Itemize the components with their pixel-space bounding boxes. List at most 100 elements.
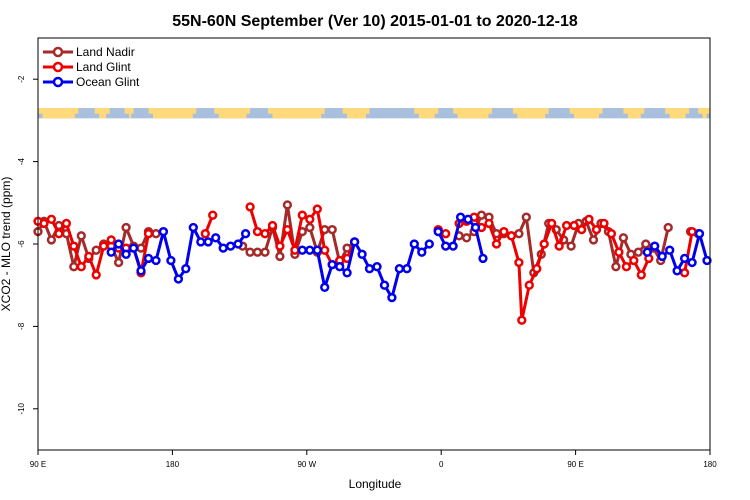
data-point bbox=[76, 231, 86, 241]
data-point bbox=[521, 212, 531, 222]
band-land bbox=[148, 108, 197, 114]
x-axis-ticks: 90 E 180 90 W 0 90 E 180 bbox=[30, 450, 717, 469]
data-point bbox=[181, 264, 191, 274]
data-point bbox=[297, 210, 307, 220]
data-point bbox=[252, 226, 263, 237]
data-point bbox=[441, 241, 451, 251]
data-point bbox=[84, 251, 94, 262]
data-point bbox=[566, 241, 576, 251]
data-point bbox=[106, 247, 116, 257]
data-point bbox=[211, 233, 221, 243]
band-land bbox=[99, 112, 107, 119]
band-land bbox=[152, 112, 193, 119]
data-point bbox=[424, 239, 434, 249]
legend-label: Ocean Glint bbox=[76, 75, 140, 89]
x-tick-label: 90 W bbox=[297, 460, 316, 469]
data-point bbox=[478, 253, 488, 264]
data-point bbox=[463, 214, 473, 224]
data-point bbox=[305, 245, 315, 255]
data-point bbox=[320, 245, 330, 255]
data-point bbox=[99, 241, 109, 251]
band-land bbox=[272, 112, 322, 119]
data-point bbox=[76, 262, 86, 272]
data-point bbox=[335, 262, 345, 272]
data-point bbox=[196, 237, 206, 247]
band-ocean bbox=[38, 108, 710, 119]
data-point bbox=[128, 243, 139, 253]
data-point bbox=[320, 282, 330, 292]
data-point bbox=[260, 229, 270, 239]
x-tick-label: 90 E bbox=[30, 460, 46, 469]
band-land bbox=[42, 112, 75, 119]
data-point bbox=[61, 218, 72, 229]
data-point bbox=[69, 262, 79, 272]
data-point bbox=[188, 222, 198, 233]
data-point bbox=[687, 257, 697, 268]
data-point bbox=[106, 235, 116, 245]
data-point bbox=[252, 247, 263, 257]
data-point bbox=[417, 247, 427, 257]
data-point bbox=[448, 241, 458, 251]
data-point bbox=[166, 255, 176, 266]
data-point bbox=[136, 266, 146, 276]
data-point bbox=[591, 224, 602, 235]
data-point bbox=[387, 292, 397, 303]
data-point bbox=[679, 253, 690, 264]
data-point bbox=[46, 235, 57, 245]
data-point bbox=[517, 315, 527, 325]
y-tick-label: -10 bbox=[17, 402, 26, 414]
data-point bbox=[200, 229, 210, 239]
plot-frame bbox=[37, 37, 711, 451]
band-land bbox=[347, 112, 366, 119]
band-land bbox=[457, 112, 489, 119]
x-axis-label: Longitude bbox=[349, 477, 402, 491]
data-point bbox=[441, 229, 451, 239]
data-point bbox=[113, 239, 124, 249]
band-land bbox=[38, 108, 79, 114]
y-tick-label: -6 bbox=[17, 240, 26, 248]
chart-title: 55N-60N September (Ver 10) 2015-01-01 to… bbox=[172, 13, 578, 30]
y-tick-label: -2 bbox=[17, 75, 26, 83]
data-point bbox=[342, 268, 352, 278]
band-land bbox=[512, 108, 549, 114]
series-line bbox=[683, 231, 694, 274]
data-point bbox=[121, 249, 131, 259]
data-point bbox=[679, 268, 690, 278]
data-point bbox=[305, 222, 315, 233]
data-point bbox=[218, 243, 228, 253]
data-point bbox=[91, 245, 101, 255]
band-land bbox=[418, 112, 435, 119]
data-point bbox=[327, 259, 337, 270]
data-point bbox=[491, 239, 502, 249]
data-point bbox=[91, 270, 101, 280]
data-point bbox=[151, 229, 161, 239]
data-point bbox=[614, 247, 624, 257]
series-ocean-glint bbox=[106, 212, 712, 303]
band-land bbox=[218, 112, 247, 119]
data-point bbox=[694, 229, 705, 239]
data-point bbox=[524, 280, 534, 290]
y-axis-label: XCO2 - MLO trend (ppm) bbox=[0, 177, 13, 312]
legend-label: Land Glint bbox=[76, 60, 131, 74]
band-land bbox=[414, 108, 439, 114]
data-point bbox=[372, 262, 382, 272]
data-point bbox=[312, 245, 322, 255]
band-land bbox=[267, 108, 325, 114]
band-land bbox=[453, 108, 492, 114]
data-point bbox=[327, 224, 337, 235]
data-point bbox=[618, 233, 629, 243]
x-tick-label: 90 E bbox=[567, 460, 583, 469]
data-point bbox=[650, 241, 660, 251]
data-point bbox=[225, 241, 236, 251]
x-tick-label: 180 bbox=[703, 460, 717, 469]
data-point bbox=[39, 218, 49, 229]
y-axis-ticks: -2 -4 -6 -8 -10 bbox=[17, 75, 38, 415]
data-point bbox=[357, 249, 367, 259]
data-point bbox=[554, 241, 564, 251]
data-point bbox=[46, 214, 57, 224]
band-land bbox=[129, 112, 132, 119]
data-point bbox=[69, 241, 79, 251]
band-land bbox=[698, 108, 710, 114]
band-land bbox=[574, 112, 599, 119]
data-point bbox=[569, 220, 579, 231]
